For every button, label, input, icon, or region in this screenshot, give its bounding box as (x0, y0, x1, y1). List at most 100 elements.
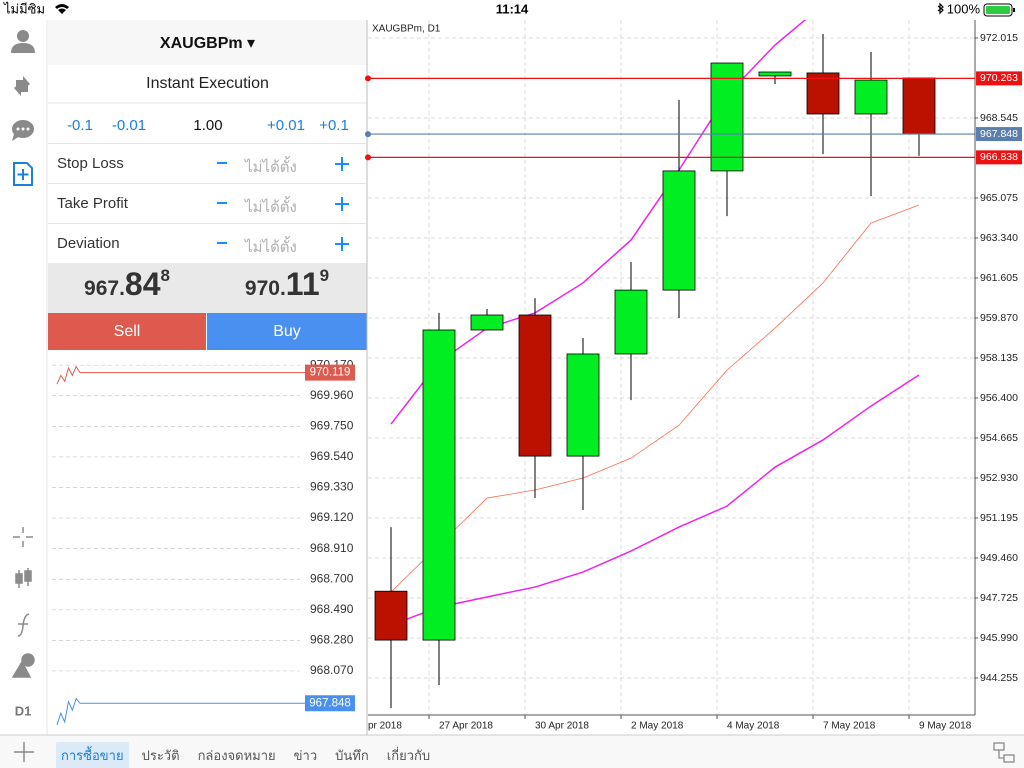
symbol[interactable]: XAUGBPm (159, 35, 243, 52)
tab-bar-bg (0, 735, 1024, 768)
timeframe[interactable]: D1 (15, 703, 32, 718)
tab[interactable]: ประวัติ (141, 748, 180, 763)
y-tick-label: 968.700 (310, 571, 354, 585)
price-label-bg (305, 695, 355, 712)
level-label: 966.838 (980, 151, 1018, 163)
y-tick-label: 969.960 (310, 388, 354, 402)
row-value[interactable]: ไม่ได้ตั้ง (245, 199, 297, 216)
row-value[interactable]: ไม่ได้ตั้ง (245, 159, 297, 176)
y-tick-label: 947.725 (980, 592, 1018, 604)
x-tick-label: 30 Apr 2018 (535, 721, 589, 732)
price-label: 967.848 (309, 697, 351, 709)
level-label: 967.848 (980, 128, 1018, 140)
tab[interactable]: กล่องจดหมาย (197, 748, 276, 763)
level-marker (365, 75, 371, 82)
price-pips: 84 (124, 266, 161, 302)
symbol-selector[interactable]: XAUGBPm ▾ (159, 35, 256, 52)
y-tick-label: 968.490 (310, 602, 354, 616)
price-bg (48, 263, 367, 313)
y-tick-label: 969.540 (310, 449, 354, 463)
y-tick-label: 968.545 (980, 112, 1018, 124)
volume-step[interactable]: +0.1 (319, 117, 349, 134)
y-tick-label: 956.400 (980, 392, 1018, 404)
candle-body (902, 77, 936, 135)
buy-button[interactable]: Buy (273, 323, 301, 340)
bid-price: 967.848 (48, 266, 206, 303)
ask-price: 970.119 (208, 266, 366, 303)
price-lead: 970. (244, 277, 286, 300)
volume-step[interactable]: +0.01 (267, 117, 305, 134)
indicator-line (390, 20, 807, 425)
level-label-bg (976, 71, 1022, 86)
plot-bg (368, 20, 975, 715)
add-icon[interactable] (14, 742, 34, 762)
indicator-line (390, 374, 920, 626)
chart-tool-icons[interactable] (11, 527, 35, 678)
y-tick-label: 954.665 (980, 432, 1018, 444)
execution-mode: Instant Execution (146, 75, 269, 92)
x-tick-label: 4 May 2018 (727, 721, 780, 732)
tab[interactable]: เกี่ยวกับ (386, 748, 431, 763)
x-tick-label: 27 Apr 2018 (439, 721, 493, 732)
volume-step[interactable]: -0.01 (111, 117, 147, 134)
tab[interactable]: บันทึก (335, 748, 369, 763)
y-tick-label: 945.990 (980, 632, 1018, 644)
candle-body (518, 314, 552, 457)
candle-body (566, 353, 600, 457)
status-icons (55, 2, 1015, 17)
y-tick-label: 965.075 (980, 192, 1018, 204)
level-label-bg (976, 150, 1022, 165)
y-tick-label: 968.280 (310, 633, 354, 647)
layout-icon[interactable] (993, 742, 1015, 763)
tick-line (56, 365, 305, 385)
y-tick-label: 963.340 (980, 232, 1018, 244)
sell-button-bg[interactable] (48, 313, 206, 350)
x-tick-label: pr 2018 (368, 721, 402, 732)
level-marker (365, 131, 371, 138)
candle-body (662, 170, 696, 291)
x-tick-label: 7 May 2018 (823, 721, 876, 732)
price-lead: 967. (84, 277, 125, 300)
tab-list: การซื้อขาย ประวัติ กล่องจดหมาย ข่าว บันท… (56, 742, 435, 768)
tab[interactable]: ข่าว (293, 748, 318, 763)
price-pips: 11 (285, 266, 320, 302)
level-label-bg (976, 127, 1022, 142)
price-point: 8 (160, 266, 170, 285)
order-row: Stop Loss ไม่ได้ตั้ง (48, 143, 367, 184)
row-value[interactable]: ไม่ได้ตั้ง (245, 239, 297, 256)
y-tick-label: 968.070 (310, 663, 354, 677)
tab[interactable]: การซื้อขาย (56, 742, 129, 768)
y-tick-label: 958.135 (980, 352, 1018, 364)
buy-button-bg[interactable] (207, 313, 367, 350)
candle-body (374, 590, 408, 641)
y-tick-label: 944.255 (980, 672, 1018, 684)
price-point: 9 (319, 266, 330, 285)
y-tick-label: 959.870 (980, 312, 1018, 324)
level-label: 970.263 (980, 72, 1018, 84)
candle-body (470, 314, 504, 331)
sell-button[interactable]: Sell (113, 323, 141, 340)
x-tick-label: 2 May 2018 (631, 721, 684, 732)
volume[interactable]: 1.00 (193, 117, 223, 134)
toolbar-icons[interactable] (11, 30, 35, 141)
candle-body (614, 289, 648, 355)
stepper-icons[interactable] (217, 157, 349, 251)
candle-body (806, 72, 840, 115)
candle-body (422, 329, 456, 641)
price-label-bg (305, 364, 355, 381)
y-tick-label: 961.605 (980, 272, 1018, 284)
chart-title: XAUGBPm, D1 (372, 24, 441, 35)
plot-area (368, 20, 975, 715)
clock: 11:14 (496, 1, 529, 16)
indicator-line (390, 204, 920, 593)
candle-body (758, 71, 792, 77)
candle-body (710, 62, 744, 172)
y-tick-label: 969.750 (310, 419, 354, 433)
row-label: Take Profit (57, 195, 128, 212)
order-row: Deviation ไม่ได้ตั้ง (48, 223, 367, 264)
volume-step[interactable]: -0.1 (67, 117, 93, 134)
price-label: 970.119 (310, 367, 351, 379)
battery: 100% (947, 1, 981, 16)
new-order-icon[interactable] (13, 162, 33, 186)
